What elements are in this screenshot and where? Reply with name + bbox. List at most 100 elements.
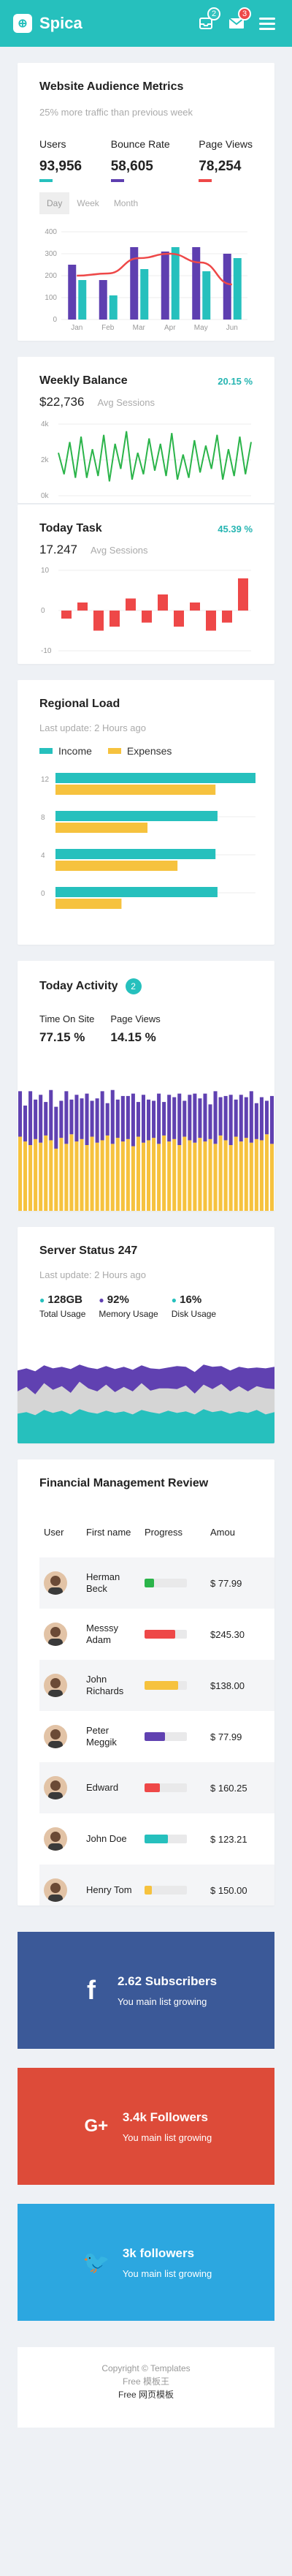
bar-segment (90, 1136, 94, 1211)
inbox-button[interactable]: 2 (194, 7, 220, 35)
bar-segment (59, 1138, 64, 1211)
bar-segment (157, 1144, 161, 1211)
metric-value: 93,956 (39, 159, 82, 174)
dot-icon: ● (99, 1295, 104, 1305)
footer-link[interactable]: Free 模板王 (122, 2376, 169, 2387)
y-tick-label: 300 (45, 250, 57, 258)
bar-segment (259, 1140, 264, 1211)
table-row[interactable]: John Richards $138.00 (39, 1660, 274, 1711)
table-row[interactable]: Herman Beck $ 77.99 (39, 1557, 274, 1609)
finance-table-wrapper[interactable]: User First name Progress Amou Herman Bec… (39, 1506, 274, 1905)
y-tick-label: 12 (41, 776, 50, 784)
table-row[interactable]: Edward $ 160.25 (39, 1762, 274, 1813)
card-subtitle: 25% more traffic than previous week (39, 107, 193, 118)
bar-segment (110, 1089, 115, 1144)
envelope-icon (228, 18, 245, 29)
bar-segment (249, 1091, 253, 1143)
bar-segment (208, 1104, 212, 1139)
progress-cell (140, 1711, 206, 1762)
stat-value: 92% (107, 1293, 129, 1306)
progress-fill (145, 1783, 160, 1792)
finance-table: User First name Progress Amou Herman Bec… (39, 1506, 274, 1905)
bar (109, 295, 118, 320)
bar-segment (193, 1142, 197, 1211)
bar-segment (203, 1093, 207, 1142)
footer: Copyright © Templates Free 模板王 Free 网页模板 (18, 2347, 274, 2428)
social-subtitle: You main list growing (117, 1995, 207, 2007)
table-row[interactable]: Peter Meggik $ 77.99 (39, 1711, 274, 1762)
bar-segment (254, 1103, 258, 1139)
brand-name[interactable]: Spica (39, 14, 82, 32)
task-bar-chart: 10 0 -10 (41, 567, 251, 655)
bar-segment (131, 1146, 135, 1211)
twitter-icon: 🐦 (82, 2250, 110, 2275)
stat-value: 128GB (47, 1293, 82, 1306)
bar-segment (269, 1144, 274, 1211)
bar-segment (193, 1093, 197, 1143)
x-tick-label: May (194, 324, 208, 332)
bar-segment (18, 1136, 23, 1211)
facebook-card[interactable]: f 2.62 Subscribers You main list growing (18, 1932, 274, 2049)
twitter-card[interactable]: 🐦 3k followers You main list growing (18, 2204, 274, 2321)
footer-link[interactable]: Free 网页模板 (118, 2390, 174, 2400)
audience-bar-chart: 0 100 200 300 400 Jan Feb Mar Apr May Jun (45, 228, 247, 332)
mail-button[interactable]: 3 (225, 7, 251, 35)
column-header: First name (86, 1526, 131, 1538)
bar-segment (264, 1100, 269, 1135)
progress-fill (145, 1732, 165, 1741)
table-row[interactable]: Messsy Adam $245.30 (39, 1609, 274, 1660)
mail-badge: 3 (238, 7, 251, 20)
progress-cell (140, 1557, 206, 1609)
bar-segment (49, 1089, 53, 1141)
bar-segment (69, 1099, 74, 1135)
tab-day[interactable]: Day (39, 192, 70, 214)
bar-segment (141, 1095, 145, 1143)
bar (55, 773, 256, 783)
bar-segment (249, 1142, 253, 1211)
value-row: 17.247 Avg Sessions (39, 543, 253, 557)
user-avatar-icon (48, 1729, 63, 1748)
bar (140, 269, 149, 320)
table-row[interactable]: Henry Tom $ 150.00 (39, 1865, 274, 1905)
progress-fill (145, 1579, 154, 1587)
bar-segment (228, 1145, 233, 1211)
y-tick-label: 0k (41, 492, 50, 500)
bar-segment (167, 1095, 172, 1142)
y-tick-label: 200 (45, 272, 57, 280)
column-header: Amou (210, 1526, 235, 1538)
tab-month[interactable]: Month (113, 198, 139, 208)
bar-segment (23, 1141, 28, 1211)
card-header: Today Activity 2 (39, 978, 253, 994)
bar-segment (208, 1138, 212, 1211)
bar-segment (39, 1142, 43, 1211)
avatar-cell (39, 1865, 82, 1905)
dot-icon: ● (39, 1295, 45, 1305)
bar-segment (54, 1106, 58, 1149)
bar-segment (39, 1095, 43, 1143)
google-plus-card[interactable]: G+ 3.4k Followers You main list growing (18, 2068, 274, 2185)
bar-segment (28, 1145, 33, 1211)
card-header: Weekly Balance 20.15 % (39, 374, 253, 388)
bar-segment (95, 1142, 99, 1211)
user-avatar-icon (48, 1883, 63, 1902)
progress-bar (145, 1732, 187, 1741)
today-task-card: Today Task 45.39 % 17.247 Avg Sessions 1… (18, 505, 274, 664)
bar (161, 252, 169, 320)
hamburger-menu-icon[interactable] (256, 12, 279, 35)
bar-segment (34, 1138, 38, 1211)
social-subtitle: You main list growing (122, 2267, 212, 2279)
plus-square-icon[interactable]: ⊕ (13, 14, 32, 33)
audience-metrics-card: Website Audience Metrics 25% more traffi… (18, 63, 274, 341)
tab-week[interactable]: Week (77, 198, 99, 208)
amount-cell: $245.30 (210, 1628, 245, 1640)
bar (55, 887, 218, 897)
weekly-balance-card: Weekly Balance 20.15 % $22,736 Avg Sessi… (18, 357, 274, 503)
stat-time-on-site: Time On Site 77.15 % (39, 1013, 94, 1045)
progress-cell (140, 1865, 206, 1905)
bar (202, 271, 211, 320)
bar (68, 265, 77, 320)
task-value: 17.247 (39, 543, 77, 556)
first-name-cell: Henry Tom (82, 1865, 140, 1905)
bar-segment (213, 1091, 218, 1144)
table-row[interactable]: John Doe $ 123.21 (39, 1813, 274, 1865)
